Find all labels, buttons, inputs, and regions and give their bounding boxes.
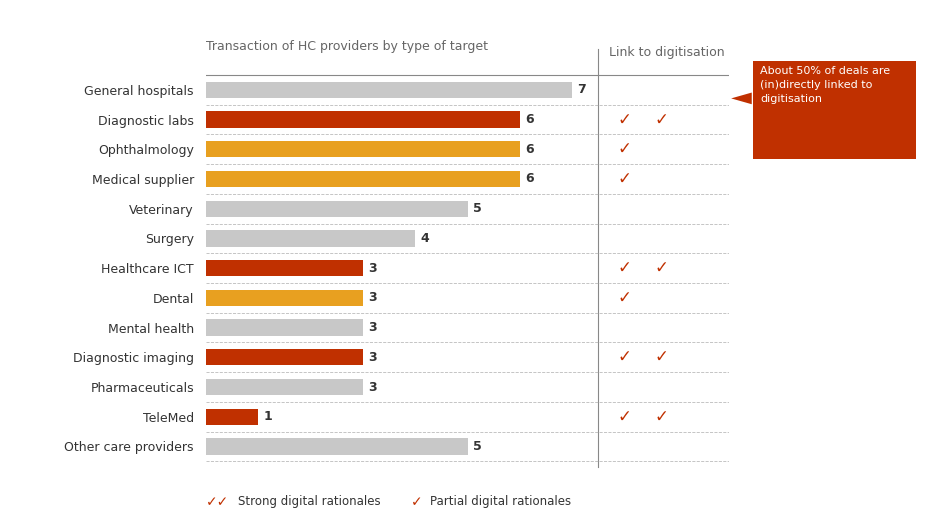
Text: 3: 3 (368, 381, 377, 393)
Text: 4: 4 (421, 232, 429, 245)
FancyArrow shape (731, 92, 773, 104)
Bar (206, 201, 468, 217)
Text: ✓: ✓ (618, 170, 631, 188)
Text: 6: 6 (525, 143, 534, 156)
Text: Transaction of HC providers by type of target: Transaction of HC providers by type of t… (206, 40, 488, 53)
Text: 6: 6 (525, 173, 534, 185)
Text: ✓: ✓ (411, 495, 423, 509)
Text: ✓: ✓ (618, 408, 631, 426)
Bar (206, 320, 363, 336)
Bar (206, 408, 258, 425)
Bar (206, 260, 363, 276)
Bar (206, 82, 572, 98)
Text: ✓✓: ✓✓ (206, 495, 229, 509)
Text: ✓: ✓ (618, 140, 631, 158)
Text: 1: 1 (264, 410, 272, 423)
Text: ✓: ✓ (654, 259, 669, 277)
Bar (206, 171, 520, 187)
Text: Link to digitisation: Link to digitisation (609, 46, 725, 58)
Text: 5: 5 (473, 440, 482, 453)
Text: ✓: ✓ (618, 289, 631, 307)
Text: ✓: ✓ (654, 110, 669, 129)
Text: Strong digital rationales: Strong digital rationales (238, 495, 381, 508)
Text: 3: 3 (368, 262, 377, 275)
Bar (206, 141, 520, 158)
Text: 7: 7 (578, 83, 586, 96)
Bar (206, 290, 363, 306)
Text: 3: 3 (368, 292, 377, 304)
Text: ✓: ✓ (654, 348, 669, 366)
Text: 3: 3 (368, 321, 377, 334)
Bar (206, 349, 363, 365)
Text: ✓: ✓ (618, 259, 631, 277)
Text: About 50% of deals are
(in)directly linked to
digitisation: About 50% of deals are (in)directly link… (760, 66, 890, 105)
Text: 3: 3 (368, 351, 377, 364)
Text: 6: 6 (525, 113, 534, 126)
Text: ✓: ✓ (618, 348, 631, 366)
Bar (206, 438, 468, 455)
Bar (206, 379, 363, 395)
Text: Partial digital rationales: Partial digital rationales (430, 495, 571, 508)
Text: ✓: ✓ (654, 408, 669, 426)
Bar (206, 112, 520, 128)
Text: ✓: ✓ (618, 110, 631, 129)
Text: 5: 5 (473, 202, 482, 215)
Bar (206, 230, 415, 246)
